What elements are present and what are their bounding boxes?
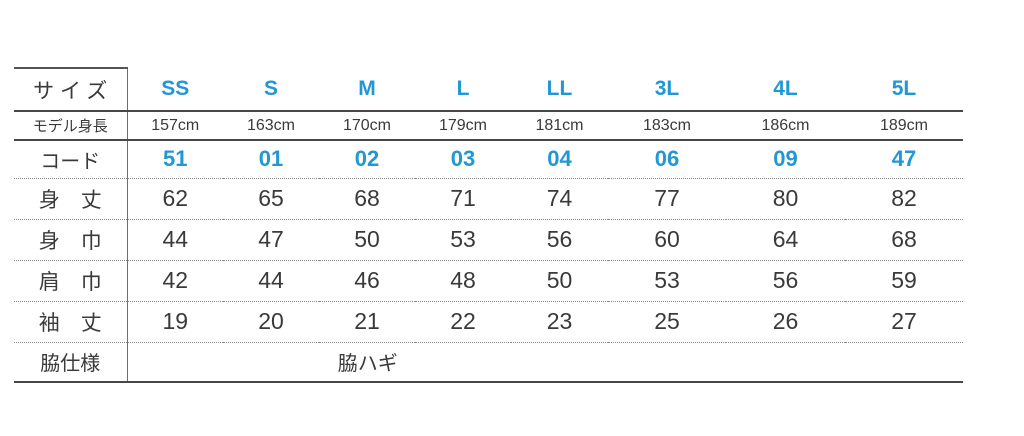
code-cell: 01 [223, 140, 319, 179]
code-cell: 03 [415, 140, 511, 179]
measurement-cell: 27 [845, 301, 963, 343]
code-row: コード 51 01 02 03 04 06 09 47 [14, 140, 963, 179]
measurement-cell: 50 [511, 260, 608, 302]
code-cell: 04 [511, 140, 608, 179]
code-cell: 02 [319, 140, 415, 179]
measurement-cell: 53 [415, 219, 511, 261]
size-header-row: サイズ SS S M L LL 3L 4L 5L [14, 67, 963, 112]
measurement-cell: 56 [726, 260, 845, 302]
measurement-cell: 65 [223, 178, 319, 220]
size-header-cell-l: L [415, 68, 511, 112]
shoulder-width-label: 肩 巾 [14, 260, 128, 302]
measurement-cell: 82 [845, 178, 963, 220]
sleeve-length-row: 袖 丈 19 20 21 22 23 25 26 27 [14, 301, 963, 343]
measurement-cell: 68 [319, 178, 415, 220]
measurement-cell: 56 [511, 219, 608, 261]
code-row-label: コード [14, 140, 128, 179]
size-header-cell-m: M [319, 68, 415, 112]
measurement-cell: 23 [511, 301, 608, 343]
side-spec-row: 脇仕様 脇ハギ [14, 342, 963, 383]
side-spec-empty-cell [608, 342, 963, 383]
code-cell: 09 [726, 140, 845, 179]
model-height-label: モデル身長 [14, 111, 128, 141]
measurement-cell: 50 [319, 219, 415, 261]
model-height-row: モデル身長 157cm 163cm 170cm 179cm 181cm 183c… [14, 111, 963, 141]
measurement-cell: 59 [845, 260, 963, 302]
measurement-cell: 46 [319, 260, 415, 302]
size-header-cell-5l: 5L [845, 68, 963, 112]
measurement-cell: 74 [511, 178, 608, 220]
size-header-cell-ll: LL [511, 68, 608, 112]
measurement-cell: 80 [726, 178, 845, 220]
model-height-cell: 170cm [319, 111, 415, 141]
model-height-cell: 183cm [608, 111, 726, 141]
body-width-row: 身 巾 44 47 50 53 56 60 64 68 [14, 219, 963, 261]
measurement-cell: 48 [415, 260, 511, 302]
size-row-label: サイズ [14, 67, 128, 112]
measurement-cell: 20 [223, 301, 319, 343]
size-header-cell-3l: 3L [608, 68, 726, 112]
measurement-cell: 26 [726, 301, 845, 343]
model-height-cell: 157cm [127, 111, 223, 141]
measurement-cell: 42 [127, 260, 223, 302]
sleeve-length-label: 袖 丈 [14, 301, 128, 343]
measurement-cell: 68 [845, 219, 963, 261]
body-width-label: 身 巾 [14, 219, 128, 261]
code-cell: 51 [127, 140, 223, 179]
model-height-cell: 179cm [415, 111, 511, 141]
side-spec-label: 脇仕様 [14, 342, 128, 383]
size-chart-table: サイズ SS S M L LL 3L 4L 5L モデル身長 157cm 163… [14, 67, 963, 383]
size-header-cell-ss: SS [127, 68, 223, 112]
side-spec-value-cell: 脇ハギ [127, 342, 608, 383]
measurement-cell: 60 [608, 219, 726, 261]
measurement-cell: 71 [415, 178, 511, 220]
measurement-cell: 62 [127, 178, 223, 220]
model-height-cell: 163cm [223, 111, 319, 141]
measurement-cell: 22 [415, 301, 511, 343]
measurement-cell: 77 [608, 178, 726, 220]
measurement-cell: 21 [319, 301, 415, 343]
body-length-row: 身 丈 62 65 68 71 74 77 80 82 [14, 178, 963, 220]
body-length-label: 身 丈 [14, 178, 128, 220]
model-height-cell: 189cm [845, 111, 963, 141]
measurement-cell: 19 [127, 301, 223, 343]
measurement-cell: 44 [127, 219, 223, 261]
measurement-cell: 53 [608, 260, 726, 302]
model-height-cell: 181cm [511, 111, 608, 141]
size-header-cell-4l: 4L [726, 68, 845, 112]
measurement-cell: 47 [223, 219, 319, 261]
measurement-cell: 64 [726, 219, 845, 261]
shoulder-width-row: 肩 巾 42 44 46 48 50 53 56 59 [14, 260, 963, 302]
code-cell: 47 [845, 140, 963, 179]
measurement-cell: 44 [223, 260, 319, 302]
measurement-cell: 25 [608, 301, 726, 343]
size-header-cell-s: S [223, 68, 319, 112]
code-cell: 06 [608, 140, 726, 179]
model-height-cell: 186cm [726, 111, 845, 141]
